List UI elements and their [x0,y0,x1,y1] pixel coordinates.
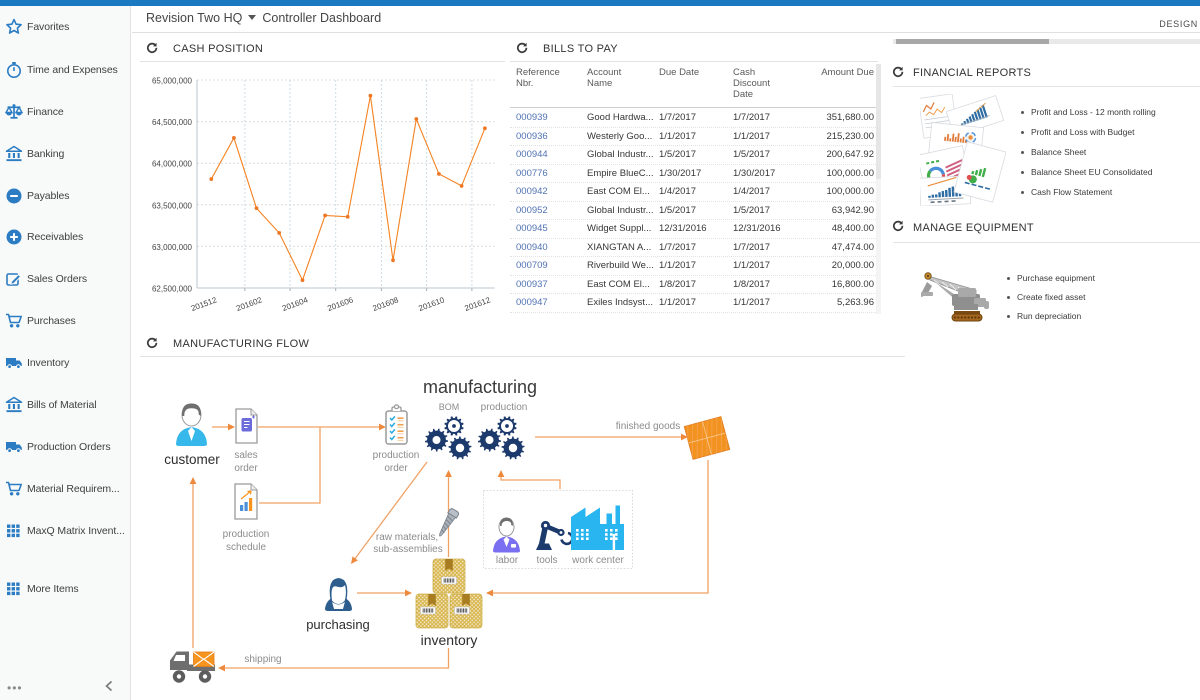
svg-text:201606: 201606 [326,295,355,312]
svg-text:purchasing: purchasing [306,617,370,632]
svg-text:201608: 201608 [372,295,401,312]
svg-text:production: production [481,402,528,413]
svg-text:62,500,000: 62,500,000 [152,285,193,294]
svg-text:labor: labor [496,555,519,566]
svg-text:shipping: shipping [244,654,281,665]
svg-text:65,000,000: 65,000,000 [152,77,193,86]
svg-text:63,500,000: 63,500,000 [152,201,193,210]
svg-text:201512: 201512 [190,295,219,312]
svg-text:64,000,000: 64,000,000 [152,160,193,169]
svg-text:sales: sales [234,450,257,461]
svg-text:schedule: schedule [226,542,266,553]
svg-text:201604: 201604 [281,295,310,312]
svg-text:201602: 201602 [235,295,264,312]
svg-text:manufacturing: manufacturing [423,377,537,397]
svg-text:tools: tools [536,555,557,566]
svg-text:64,500,000: 64,500,000 [152,118,193,127]
svg-text:finished goods: finished goods [616,421,681,432]
svg-text:63,000,000: 63,000,000 [152,243,193,252]
svg-text:production: production [223,529,270,540]
svg-text:201612: 201612 [463,295,492,312]
svg-text:BOM: BOM [439,402,460,412]
svg-text:customer: customer [164,452,220,467]
svg-text:201610: 201610 [417,295,446,312]
svg-text:sub-assemblies: sub-assemblies [373,544,442,555]
svg-text:order: order [384,463,408,474]
svg-text:inventory: inventory [421,632,478,648]
svg-text:production: production [373,450,420,461]
svg-text:work center: work center [571,555,624,566]
svg-text:raw materials,: raw materials, [376,532,438,543]
svg-text:order: order [234,463,258,474]
